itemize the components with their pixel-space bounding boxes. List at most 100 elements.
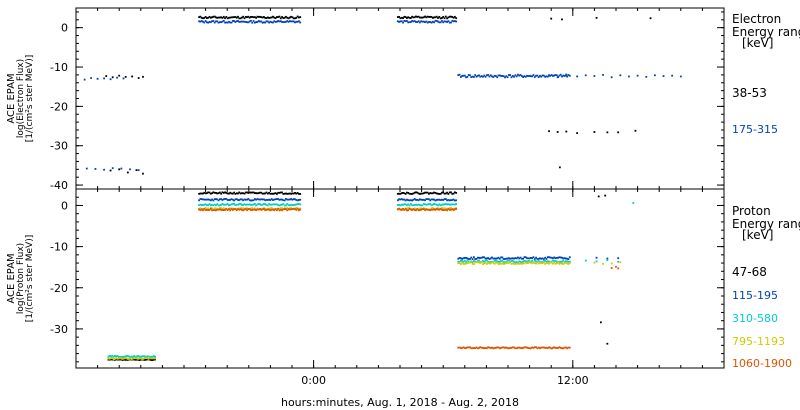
data-point bbox=[527, 347, 530, 349]
data-point bbox=[435, 208, 438, 210]
data-point bbox=[225, 203, 228, 206]
data-point bbox=[506, 259, 509, 262]
data-point bbox=[226, 199, 229, 201]
data-point bbox=[549, 256, 552, 259]
data-point bbox=[409, 208, 412, 211]
data-point bbox=[253, 198, 256, 200]
data-point bbox=[555, 74, 558, 77]
data-point bbox=[435, 15, 438, 18]
data-point bbox=[531, 346, 534, 349]
data-point bbox=[428, 21, 430, 23]
data-point bbox=[567, 260, 570, 263]
data-point bbox=[213, 198, 216, 201]
data-point bbox=[255, 209, 258, 212]
data-point bbox=[443, 207, 446, 209]
data-point bbox=[209, 207, 212, 210]
data-point bbox=[562, 259, 565, 262]
data-point bbox=[438, 21, 441, 24]
data-point bbox=[298, 199, 300, 201]
data-point bbox=[438, 198, 441, 201]
data-point bbox=[416, 191, 419, 194]
data-point bbox=[431, 203, 434, 206]
data-point bbox=[497, 256, 500, 259]
legend-title: Electron bbox=[732, 12, 781, 26]
data-point bbox=[220, 203, 223, 206]
legend-item: 310-580 bbox=[732, 312, 778, 325]
data-point bbox=[505, 257, 508, 260]
data-point bbox=[562, 347, 565, 350]
data-point bbox=[240, 192, 243, 195]
data-point bbox=[285, 192, 287, 195]
data-point bbox=[489, 257, 492, 260]
data-point bbox=[446, 203, 448, 206]
data-point bbox=[299, 207, 302, 210]
data-point bbox=[126, 355, 129, 357]
data-point bbox=[220, 21, 223, 24]
data-point bbox=[283, 199, 286, 202]
data-point bbox=[529, 347, 532, 350]
data-point bbox=[460, 347, 462, 350]
data-point bbox=[501, 259, 504, 262]
data-point bbox=[420, 204, 423, 207]
data-point bbox=[202, 204, 204, 206]
data-point bbox=[523, 260, 526, 262]
data-point bbox=[404, 208, 407, 210]
data-point bbox=[485, 257, 488, 260]
data-point bbox=[500, 260, 502, 262]
legend-title: Proton bbox=[732, 204, 771, 218]
data-point bbox=[141, 358, 143, 360]
data-point bbox=[253, 21, 256, 24]
data-point bbox=[502, 261, 505, 263]
data-point bbox=[426, 203, 429, 206]
data-point bbox=[617, 267, 620, 270]
data-point bbox=[558, 256, 561, 259]
data-point bbox=[256, 192, 259, 195]
data-point bbox=[497, 261, 500, 263]
data-point bbox=[610, 267, 613, 269]
data-point bbox=[259, 15, 261, 18]
data-point bbox=[246, 16, 248, 19]
data-point bbox=[501, 262, 504, 265]
data-point bbox=[286, 192, 289, 195]
data-point bbox=[266, 20, 269, 23]
data-point bbox=[562, 74, 565, 77]
data-point bbox=[221, 191, 224, 194]
data-point bbox=[469, 346, 471, 349]
data-point bbox=[556, 131, 559, 133]
data-point bbox=[246, 198, 248, 201]
data-point bbox=[520, 257, 523, 260]
data-point bbox=[137, 169, 140, 172]
data-point bbox=[455, 17, 458, 20]
data-point bbox=[617, 257, 620, 260]
y-axis-label: ACE EPAM bbox=[6, 73, 17, 123]
data-point bbox=[406, 198, 408, 201]
data-point bbox=[121, 358, 124, 360]
data-point bbox=[222, 209, 225, 211]
data-point bbox=[404, 20, 407, 23]
data-point bbox=[208, 209, 211, 211]
data-point bbox=[96, 77, 99, 80]
data-point bbox=[238, 207, 241, 210]
data-point bbox=[470, 256, 473, 259]
data-point bbox=[439, 192, 442, 195]
data-point bbox=[199, 203, 202, 206]
data-point bbox=[231, 16, 234, 19]
data-point bbox=[448, 191, 451, 194]
data-point bbox=[518, 257, 521, 260]
data-point bbox=[256, 203, 259, 206]
data-point bbox=[299, 21, 302, 24]
data-point bbox=[251, 208, 254, 211]
data-point bbox=[116, 76, 118, 79]
data-point bbox=[275, 16, 278, 18]
data-point bbox=[452, 16, 455, 19]
data-point bbox=[272, 203, 274, 206]
data-point bbox=[504, 262, 506, 265]
data-point bbox=[416, 204, 419, 206]
data-point bbox=[295, 209, 298, 211]
data-point bbox=[540, 75, 543, 78]
data-point bbox=[471, 75, 474, 78]
legend-item: 47-68 bbox=[732, 265, 767, 279]
data-point bbox=[135, 169, 138, 172]
data-point bbox=[558, 263, 561, 265]
data-point bbox=[279, 17, 282, 20]
